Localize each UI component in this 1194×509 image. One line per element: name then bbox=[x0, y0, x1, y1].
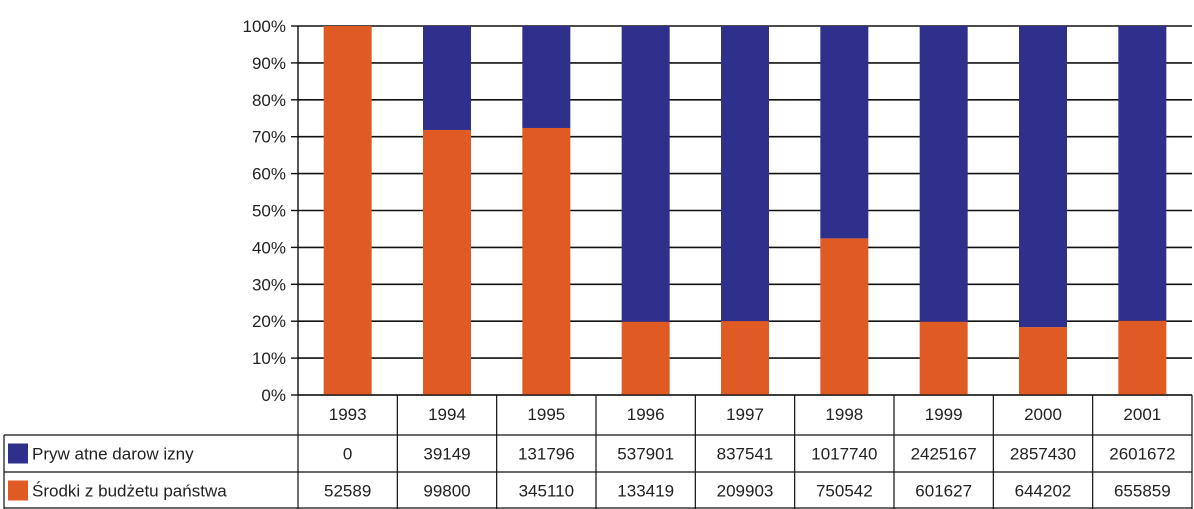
x-category-label: 1994 bbox=[428, 405, 466, 424]
bar-segment-prywatne bbox=[721, 26, 769, 322]
x-category-label: 1999 bbox=[925, 405, 963, 424]
y-tick-label: 90% bbox=[252, 54, 286, 73]
table-value: 345110 bbox=[519, 482, 574, 501]
table-value: 655859 bbox=[1114, 482, 1171, 501]
data-table: 1993 1994 1995 1996 1997 1998 1999 2000 2001 Pryw… bbox=[3, 394, 1193, 509]
y-tick-label: 20% bbox=[252, 312, 286, 331]
table-value: 750542 bbox=[816, 482, 873, 501]
y-tick-label: 60% bbox=[252, 165, 286, 184]
bar-segment-prywatne bbox=[621, 26, 670, 322]
bar-segment-prywatne bbox=[820, 26, 869, 239]
y-tick-label: 80% bbox=[252, 91, 286, 110]
bar-segment-prywatne bbox=[1019, 26, 1067, 328]
bar-segment-srodki bbox=[820, 238, 869, 395]
y-tick-label: 40% bbox=[252, 238, 286, 257]
y-axis: 0% 10% 20% 30% 40% 50% 60% 70% 80% 90% 100% bbox=[243, 17, 299, 405]
bar-segment-srodki bbox=[1118, 320, 1167, 395]
bar-segment-srodki bbox=[323, 26, 372, 395]
table-value: 2425167 bbox=[911, 445, 977, 464]
y-tick-label: 0% bbox=[261, 386, 286, 405]
legend-swatch bbox=[8, 443, 28, 464]
table-value: 52589 bbox=[324, 482, 371, 501]
bar-segment-prywatne bbox=[1118, 26, 1167, 321]
bar-segment-srodki bbox=[423, 129, 471, 395]
bar-segment-srodki bbox=[621, 321, 670, 395]
y-tick-label: 100% bbox=[243, 17, 286, 36]
table-value: 39149 bbox=[423, 445, 470, 464]
bar-segment-prywatne bbox=[423, 26, 471, 130]
bar-segment-srodki bbox=[1019, 327, 1067, 395]
table-value: 131796 bbox=[518, 445, 575, 464]
bar-segment-srodki bbox=[919, 321, 968, 395]
legend-swatch bbox=[8, 480, 28, 501]
x-category-label: 1997 bbox=[726, 405, 764, 424]
table-value: 209903 bbox=[717, 482, 774, 501]
y-tick-label: 10% bbox=[252, 349, 286, 368]
legend-series-name: Środki z budżetu państwa bbox=[32, 482, 227, 501]
x-category-label: 1996 bbox=[627, 405, 665, 424]
table-value: 133419 bbox=[617, 482, 674, 501]
bar-segment-prywatne bbox=[522, 26, 571, 128]
table-value: 537901 bbox=[617, 445, 674, 464]
table-value: 601627 bbox=[915, 482, 972, 501]
table-value: 0 bbox=[343, 445, 352, 464]
bar-segment-srodki bbox=[721, 321, 769, 395]
table-value: 644202 bbox=[1015, 482, 1072, 501]
table-value: 2601672 bbox=[1109, 445, 1175, 464]
bar-segment-prywatne bbox=[919, 26, 968, 322]
table-value: 99800 bbox=[423, 482, 470, 501]
x-category-label: 2000 bbox=[1024, 405, 1062, 424]
bar-segment-srodki bbox=[522, 127, 571, 395]
y-tick-label: 30% bbox=[252, 275, 286, 294]
x-category-label: 1995 bbox=[527, 405, 565, 424]
bars bbox=[323, 26, 1167, 395]
y-tick-label: 70% bbox=[252, 128, 286, 147]
x-category-label: 1993 bbox=[329, 405, 367, 424]
table-value: 1017740 bbox=[811, 445, 877, 464]
x-category-label: 1998 bbox=[825, 405, 863, 424]
table-value: 2857430 bbox=[1010, 445, 1076, 464]
y-tick-label: 50% bbox=[252, 202, 286, 221]
table-value: 837541 bbox=[717, 445, 774, 464]
legend-series-name: Pryw atne darow izny bbox=[32, 445, 194, 464]
x-category-label: 2001 bbox=[1123, 405, 1161, 424]
